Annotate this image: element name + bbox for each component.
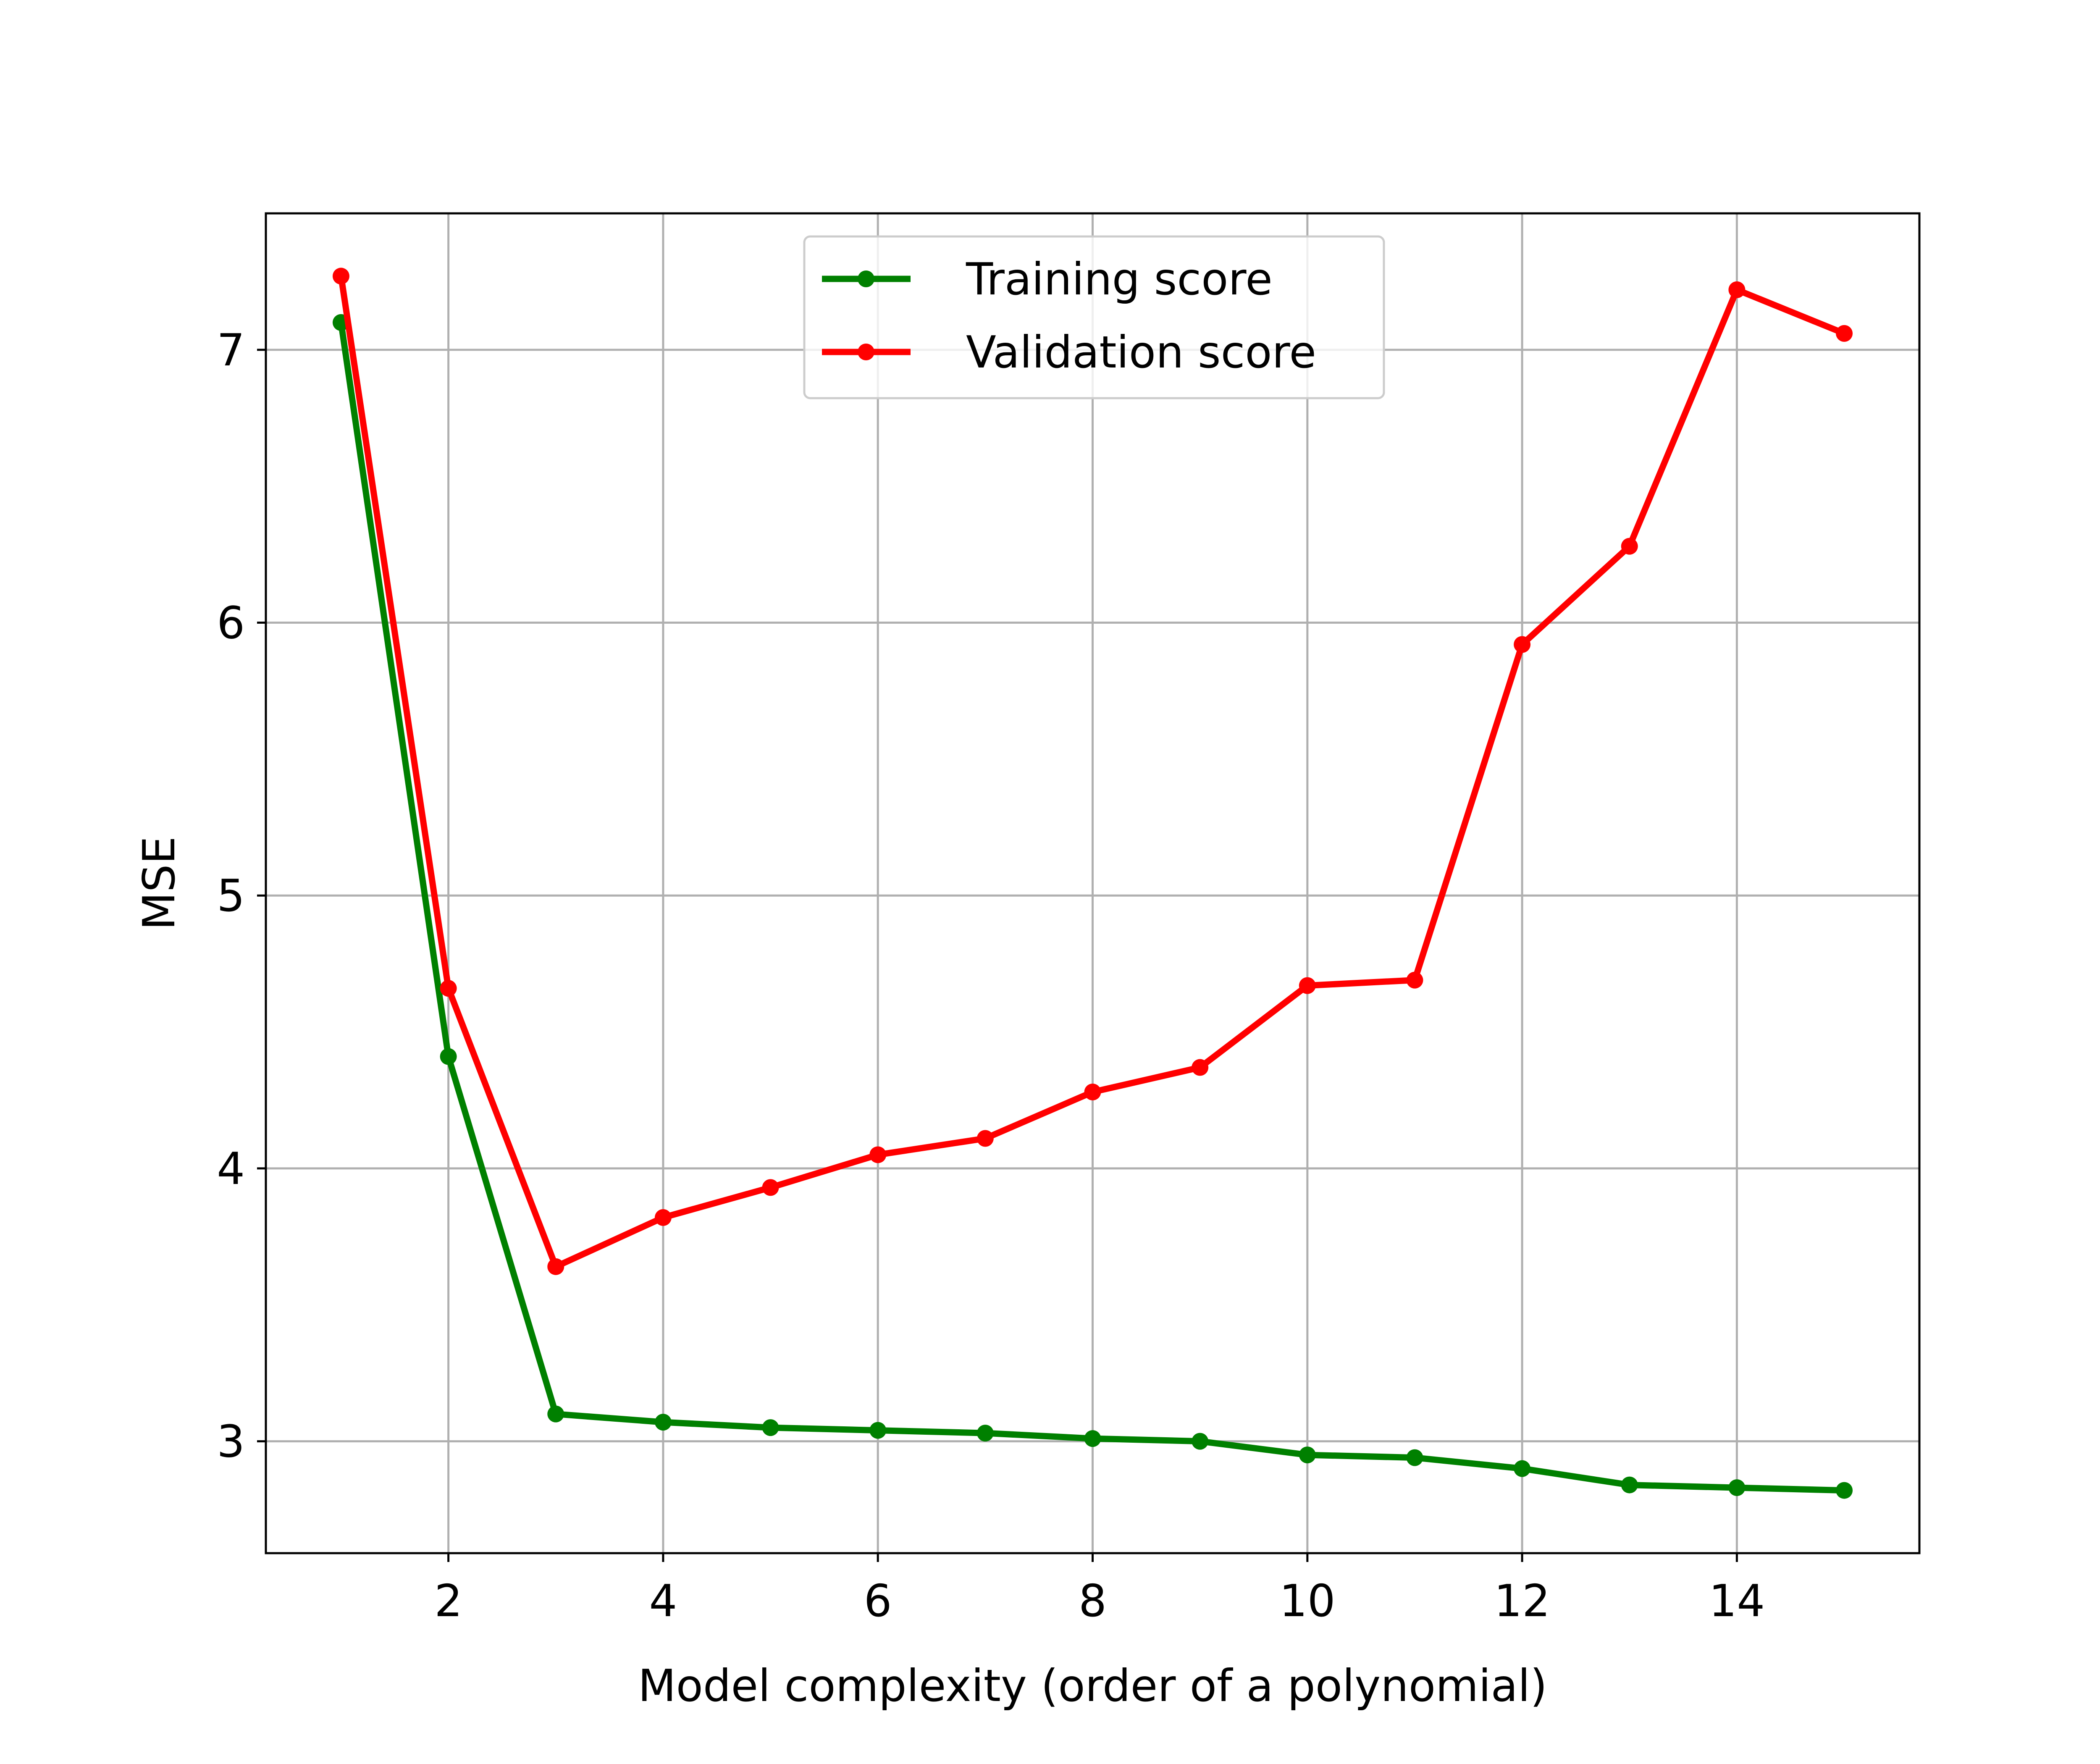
data-point-training <box>654 1414 672 1431</box>
data-point-training <box>1621 1476 1638 1494</box>
y-tick-label: 3 <box>217 1416 245 1467</box>
x-tick-label: 12 <box>1494 1575 1550 1627</box>
data-point-training <box>762 1419 779 1436</box>
y-tick-label: 4 <box>217 1143 245 1194</box>
data-point-training <box>976 1425 994 1442</box>
legend-marker-validation <box>858 344 874 360</box>
y-tick-label: 7 <box>217 325 245 376</box>
series-lines <box>332 268 1853 1499</box>
data-point-validation <box>762 1179 779 1196</box>
legend-box <box>803 235 1385 399</box>
data-point-validation <box>1299 977 1316 994</box>
data-point-training <box>869 1422 887 1439</box>
x-tick-label: 2 <box>434 1575 462 1627</box>
data-point-training <box>1192 1433 1209 1450</box>
y-tick-label: 5 <box>217 870 245 921</box>
data-point-validation <box>1728 281 1746 298</box>
data-point-training <box>1728 1479 1746 1496</box>
data-point-validation <box>547 1258 564 1275</box>
data-point-validation <box>1514 636 1531 653</box>
data-point-validation <box>976 1130 994 1147</box>
data-point-training <box>1836 1482 1853 1499</box>
x-tick-label: 4 <box>649 1575 677 1627</box>
x-axis-label: Model complexity (order of a polynomial) <box>638 1660 1547 1712</box>
data-point-training <box>1514 1460 1531 1477</box>
data-point-validation <box>869 1146 887 1163</box>
x-tick-label: 8 <box>1079 1575 1107 1627</box>
x-tick-label: 10 <box>1279 1575 1336 1627</box>
y-tick-label: 6 <box>217 598 245 649</box>
data-point-training <box>1084 1430 1101 1447</box>
legend: Training score Validation score <box>803 235 1385 399</box>
x-tick-label: 6 <box>864 1575 892 1627</box>
data-point-validation <box>332 268 349 285</box>
data-point-validation <box>654 1209 672 1226</box>
legend-label-training: Training score <box>966 254 1273 305</box>
data-point-training <box>547 1405 564 1423</box>
data-point-training <box>1406 1449 1423 1466</box>
x-tick-label: 14 <box>1709 1575 1765 1627</box>
axis-ticks: 2 4 6 8 10 12 14 3 4 5 6 7 <box>217 325 1765 1627</box>
data-point-validation <box>1084 1084 1101 1101</box>
data-point-validation <box>1406 971 1423 989</box>
grid <box>266 213 1919 1553</box>
legend-marker-training <box>858 270 874 287</box>
legend-label-validation: Validation score <box>966 327 1316 378</box>
data-point-validation <box>1836 325 1853 342</box>
y-axis-label: MSE <box>134 836 185 930</box>
data-point-training <box>440 1048 457 1065</box>
data-point-training <box>1299 1446 1316 1464</box>
data-point-validation <box>1192 1059 1209 1076</box>
data-point-validation <box>1621 538 1638 555</box>
data-point-validation <box>440 980 457 997</box>
